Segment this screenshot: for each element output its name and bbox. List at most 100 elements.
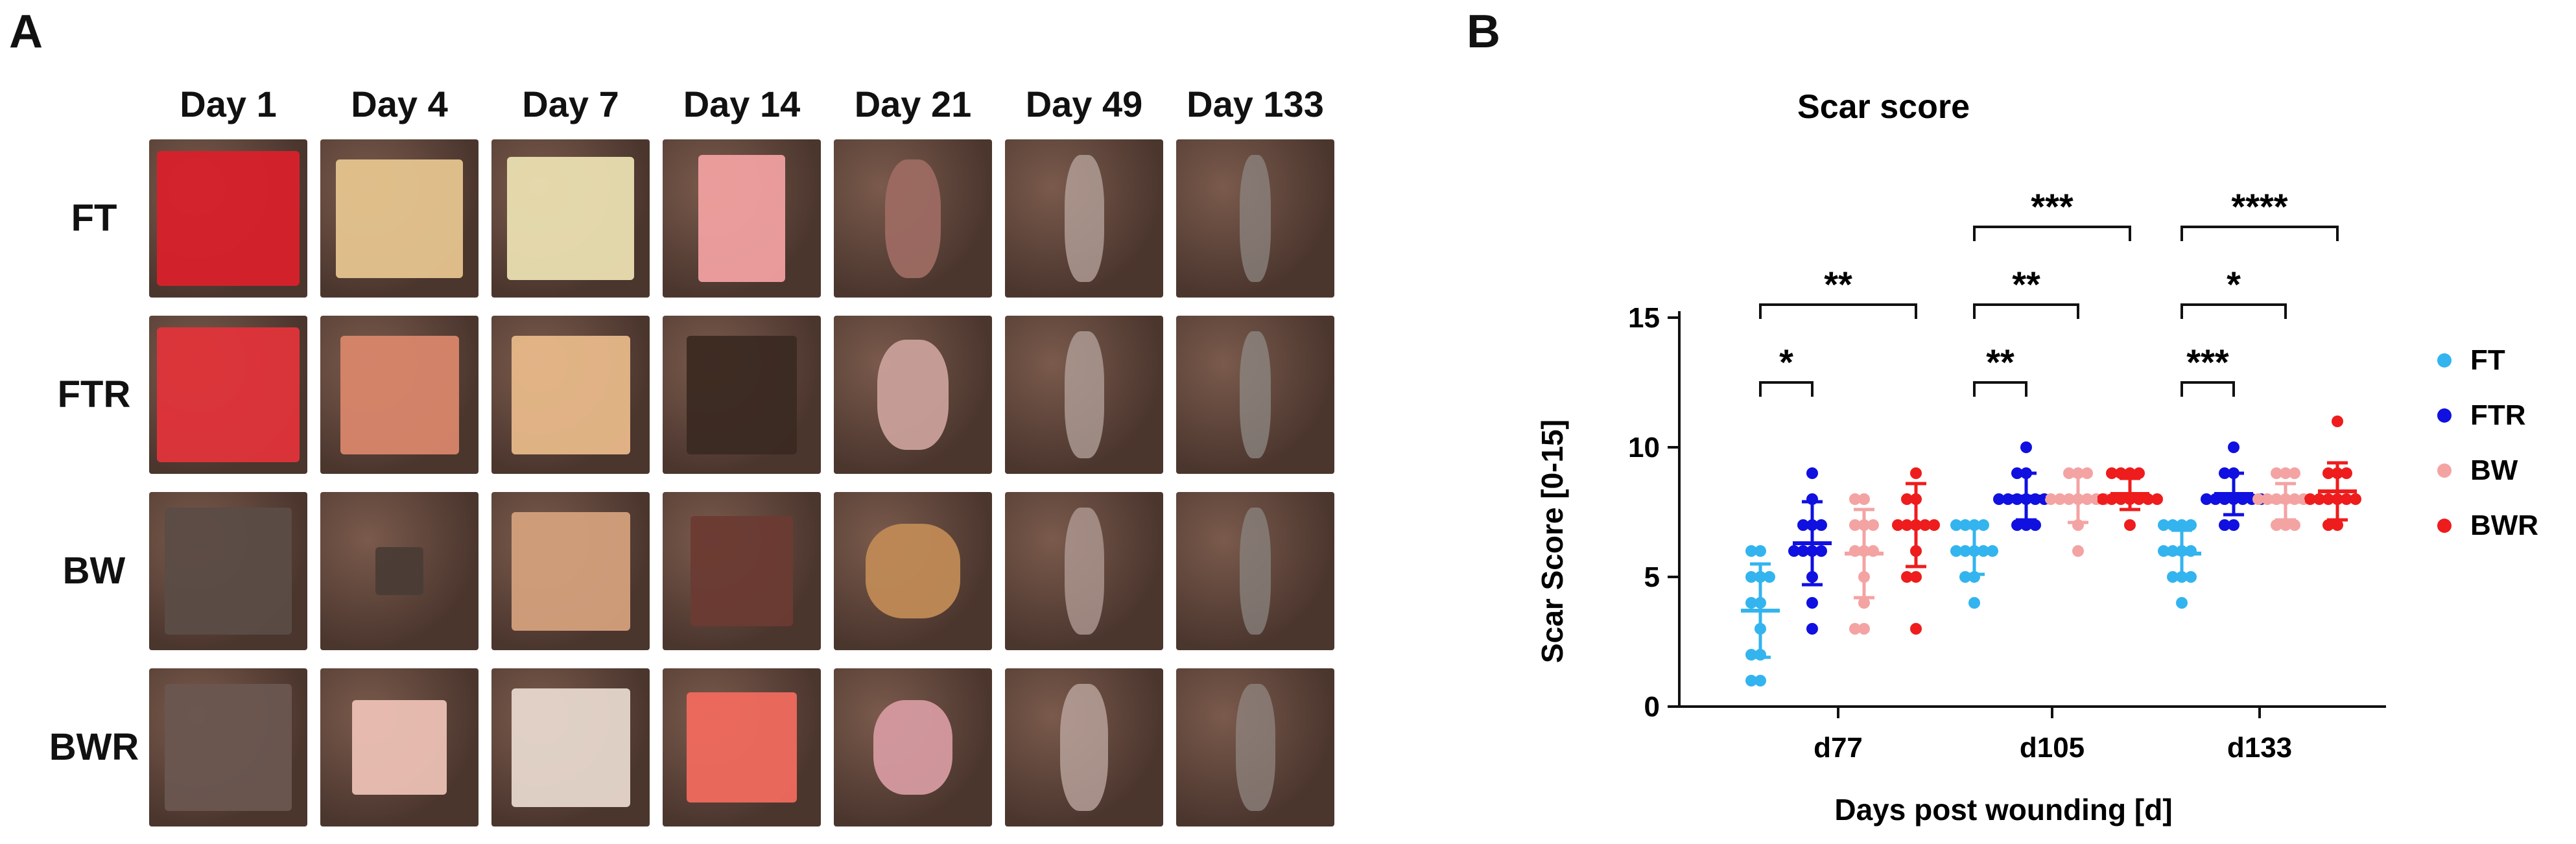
wound-area	[511, 335, 630, 454]
data-point	[1849, 519, 1861, 531]
data-point	[2350, 493, 2361, 505]
data-point	[1858, 493, 1870, 505]
data-point	[2271, 519, 2282, 531]
day-column-header: Day 49	[1025, 84, 1143, 124]
group-row-header: BW	[62, 550, 126, 592]
significance-label: ****	[2231, 186, 2287, 227]
wound-area	[165, 508, 292, 635]
data-point	[2280, 467, 2291, 479]
data-point	[2289, 467, 2300, 479]
wound-photo	[149, 492, 307, 650]
significance-bracket	[1973, 303, 2079, 319]
data-point	[2115, 467, 2127, 479]
data-point	[2072, 545, 2084, 557]
significance-bracket	[1759, 303, 1917, 319]
data-point	[1910, 623, 1922, 635]
data-point	[2304, 493, 2316, 505]
data-point	[1806, 623, 1818, 635]
data-point	[1745, 597, 1757, 609]
data-point	[1806, 467, 1818, 479]
wound-area	[511, 511, 630, 631]
wound-area	[885, 159, 941, 278]
data-point	[1849, 493, 1861, 505]
significance-label: ***	[2031, 186, 2074, 227]
data-point	[2322, 467, 2334, 479]
data-point	[2106, 493, 2118, 505]
group-row-header: BWR	[49, 726, 139, 768]
data-point	[2219, 519, 2230, 531]
data-point	[2106, 467, 2118, 479]
data-point	[1849, 623, 1861, 635]
data-point	[2322, 493, 2334, 505]
data-point	[1755, 545, 1766, 557]
data-point	[1968, 597, 1980, 609]
wound-area	[507, 156, 634, 281]
wound-photo	[1176, 668, 1334, 826]
legend-label: FT	[2470, 344, 2505, 376]
data-point	[2133, 493, 2145, 505]
data-point	[2124, 467, 2136, 479]
day-column-header: Day 133	[1187, 84, 1324, 124]
legend-marker	[2437, 408, 2452, 423]
data-point	[2045, 493, 2057, 505]
data-point	[2289, 519, 2300, 531]
data-point	[1867, 519, 1879, 531]
data-point	[1797, 545, 1809, 557]
wound-area	[1064, 508, 1104, 635]
data-point	[1910, 571, 1922, 583]
wound-photo	[149, 316, 307, 474]
wound-area	[873, 699, 952, 795]
y-tick-label: 5	[1644, 561, 1660, 593]
data-point	[1745, 675, 1757, 686]
wound-area	[1239, 508, 1271, 635]
significance-label: *	[1779, 342, 1793, 382]
data-point	[2176, 597, 2188, 609]
data-point	[2322, 519, 2334, 531]
panel-b-letter: B	[1467, 6, 1500, 58]
legend-marker	[2437, 519, 2452, 533]
x-tick-label: d105	[2020, 732, 2085, 764]
data-point	[1815, 519, 1827, 531]
significance-bracket	[2180, 381, 2235, 397]
wound-photo	[1176, 139, 1334, 298]
mean-sd-bars	[1741, 461, 2357, 659]
data-point	[2020, 519, 2032, 531]
significance-label: **	[1986, 342, 2015, 382]
wound-area	[157, 327, 300, 462]
legend-marker	[2437, 463, 2452, 478]
data-point	[1815, 545, 1827, 557]
chart-legend: FT FTR BW BWR	[2437, 344, 2538, 541]
day-column-header: Day 1	[180, 84, 277, 124]
data-point	[1788, 545, 1800, 557]
wound-area	[698, 155, 786, 282]
data-point	[2271, 467, 2282, 479]
significance-label: **	[1824, 264, 1852, 305]
wound-area	[511, 688, 630, 807]
group-row-header: FTR	[57, 373, 131, 416]
wound-area	[340, 335, 459, 454]
legend-label: FTR	[2470, 399, 2526, 431]
data-point	[2219, 493, 2230, 505]
significance-label: ***	[2186, 342, 2229, 382]
wound-photo	[834, 139, 992, 298]
data-point	[2151, 493, 2163, 505]
data-point	[2237, 493, 2249, 505]
data-point	[2097, 493, 2109, 505]
x-tick-label: d77	[1814, 732, 1863, 764]
wound-photo	[1005, 316, 1163, 474]
wound-area	[1239, 155, 1271, 282]
wound-photo	[491, 316, 650, 474]
significance-label: *	[2227, 264, 2241, 305]
wound-photo	[320, 316, 479, 474]
data-points	[1745, 416, 2361, 686]
chart-axes: 0 5 10 15 d77 d105 d133	[1628, 302, 2386, 764]
data-point	[2124, 519, 2136, 531]
day-column-header: Day 7	[522, 84, 619, 124]
wound-photo	[1005, 139, 1163, 298]
data-point	[2313, 493, 2325, 505]
data-point	[1901, 571, 1913, 583]
x-axis-label: Days post wounding [d]	[1834, 793, 2172, 826]
data-point	[1745, 545, 1757, 557]
y-tick-label: 0	[1644, 691, 1660, 723]
